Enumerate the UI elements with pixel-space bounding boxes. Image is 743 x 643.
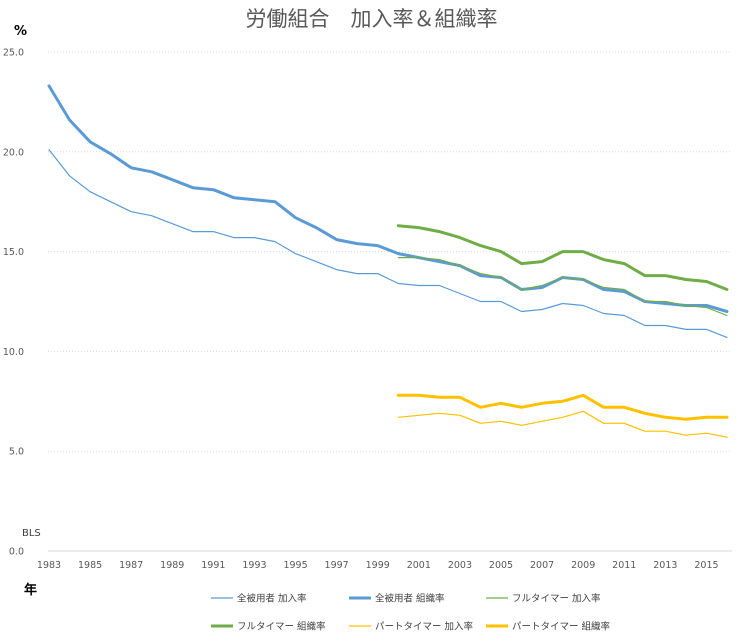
y-axis-label: %: [14, 24, 27, 39]
x-tick-label: 1985: [78, 560, 102, 571]
series-lines: [47, 84, 729, 438]
x-tick-label: 1999: [366, 560, 390, 571]
x-tick-label: 2011: [612, 560, 636, 571]
chart-title: 労働組合 加入率＆組織率: [246, 7, 498, 31]
x-tick-label: 1995: [283, 560, 307, 571]
x-tick-label: 2009: [571, 560, 595, 571]
x-tick-label: 2007: [530, 560, 554, 571]
x-tick-label: 1987: [119, 560, 143, 571]
source-note: BLS: [22, 528, 41, 539]
series-line-4: [397, 410, 728, 438]
x-tick-label: 1989: [160, 560, 184, 571]
x-tick-label: 2005: [489, 560, 513, 571]
x-tick-label: 1993: [242, 560, 266, 571]
legend-label: 全被用者 組織率: [375, 593, 445, 605]
y-tick-label: 20.0: [3, 147, 24, 158]
legend-label: パートタイマー 加入率: [375, 621, 474, 633]
y-tick-label: 25.0: [3, 48, 24, 59]
series-line-2: [397, 257, 728, 317]
legend-label: 全被用者 加入率: [237, 593, 307, 605]
x-tick-label: 2015: [694, 560, 718, 571]
gridlines: [48, 51, 732, 552]
x-tick-label: 2013: [653, 560, 677, 571]
y-tick-label: 15.0: [3, 247, 24, 258]
y-tick-label: 0.0: [9, 547, 24, 558]
x-tick-label: 2003: [448, 560, 472, 571]
series-line-3: [396, 224, 729, 291]
legend-label: フルタイマー 組織率: [237, 621, 326, 633]
x-tick-label: 1983: [37, 560, 61, 571]
series-line-0: [48, 149, 728, 338]
series-line-1: [47, 84, 729, 313]
x-tick-label: 2001: [407, 560, 431, 571]
x-axis-label: 年: [24, 582, 37, 598]
y-tick-label: 5.0: [9, 447, 24, 458]
x-tick-labels: 1983 1985 1987 1989 1991 1993 1995 1997 1999 2001…: [37, 560, 719, 571]
x-tick-label: 1997: [325, 560, 349, 571]
y-tick-labels: 0.0 5.0 10.0 15.0 20.0 25.0: [3, 48, 24, 558]
series-line-5: [396, 393, 729, 421]
legend-label: フルタイマー 加入率: [512, 593, 601, 605]
legend-label: パートタイマー 組織率: [512, 621, 611, 633]
x-tick-label: 1991: [201, 560, 225, 571]
y-tick-label: 10.0: [3, 347, 24, 358]
